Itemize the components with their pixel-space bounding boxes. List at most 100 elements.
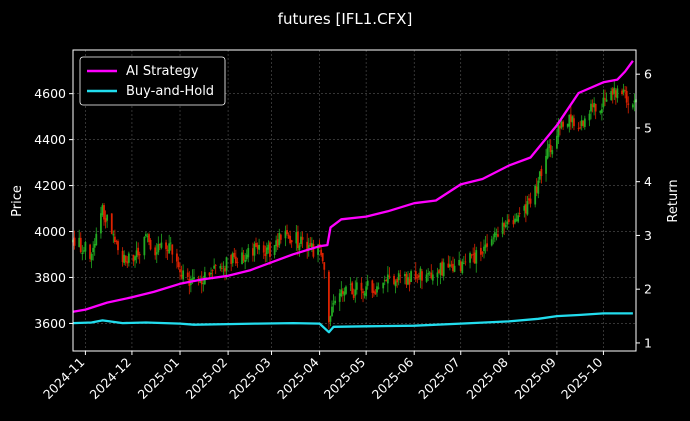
legend-label-buy-and-hold: Buy-and-Hold — [126, 84, 214, 99]
candle-body — [594, 103, 597, 112]
candle-body — [604, 98, 606, 100]
candle-body — [230, 254, 233, 264]
candle-body — [582, 120, 585, 126]
candle-body — [332, 303, 335, 305]
candle-body — [622, 89, 625, 93]
candle-body — [103, 205, 105, 220]
candle-body — [441, 261, 444, 276]
candle-body — [579, 127, 582, 129]
candle-body — [115, 241, 118, 242]
series-lines — [72, 60, 634, 334]
candle-body — [179, 269, 181, 273]
candle-body — [610, 91, 613, 100]
candle-body — [343, 291, 346, 296]
candle-body — [600, 109, 603, 113]
candle-body — [360, 282, 363, 291]
candle-body — [225, 257, 228, 271]
candle-body — [624, 90, 627, 91]
candle-body — [439, 263, 442, 276]
candle-body — [431, 274, 434, 281]
candle-body — [331, 306, 333, 317]
candle-body — [168, 243, 171, 254]
candle-body — [438, 270, 440, 274]
candle-body — [464, 261, 467, 263]
candle-body — [127, 253, 130, 263]
candle-body — [469, 253, 471, 263]
candle-body — [501, 222, 504, 234]
candle-body — [458, 259, 461, 266]
candle-body — [354, 289, 357, 296]
candle-body — [296, 231, 299, 249]
candle-body — [177, 261, 180, 268]
candle-body — [258, 244, 261, 250]
candle-body — [92, 247, 95, 253]
y-right-tick-label: 1 — [644, 335, 652, 350]
plot-frame — [72, 49, 637, 352]
candle-body — [524, 204, 527, 214]
candle-body — [244, 259, 247, 263]
candle-body — [210, 272, 212, 275]
candle-body — [568, 114, 571, 127]
candle-body — [253, 243, 256, 256]
candles — [72, 80, 637, 330]
candle-body — [560, 121, 563, 128]
candle-body — [588, 113, 591, 121]
candle-body — [143, 236, 146, 256]
candle-body — [138, 254, 141, 256]
candle-body — [328, 271, 330, 323]
candle-body — [388, 275, 391, 277]
candle-body — [112, 234, 115, 236]
candle-body — [486, 243, 489, 247]
candle-body — [101, 205, 104, 216]
candle-body — [298, 245, 301, 251]
candle-body — [490, 239, 493, 246]
candle-body — [383, 280, 386, 282]
candle-body — [289, 235, 292, 244]
candle-body — [278, 233, 281, 246]
candle-body — [124, 255, 127, 263]
candle-body — [557, 125, 560, 138]
candle-body — [242, 255, 245, 261]
candle-body — [363, 293, 366, 296]
series-line-buy-and-hold — [72, 312, 633, 334]
candle-body — [492, 237, 495, 239]
candle-body — [276, 239, 279, 248]
candle-body — [171, 244, 174, 255]
y-axis-label-right: Return — [666, 179, 681, 222]
candle-body — [399, 275, 402, 277]
candle-body — [265, 247, 268, 255]
legend-label-ai-strategy: AI Strategy — [126, 64, 199, 79]
candle-body — [425, 274, 428, 282]
candle-body — [78, 237, 81, 247]
candle-body — [545, 155, 547, 174]
series-line-ai-strategy — [72, 60, 634, 313]
candle-body — [256, 245, 259, 249]
candle-body — [275, 240, 278, 246]
candle-body — [284, 230, 287, 239]
candle-body — [571, 116, 574, 123]
candle-body — [349, 283, 352, 285]
candle-body — [306, 241, 309, 250]
candle-body — [241, 252, 243, 265]
candle-body — [222, 266, 225, 268]
candle-body — [117, 241, 119, 251]
candle-body — [546, 147, 549, 159]
candle-body — [180, 274, 183, 277]
candle-body — [549, 145, 552, 153]
candle-body — [447, 263, 450, 268]
candle-body — [362, 291, 364, 294]
y-left-tick-label: 3800 — [34, 270, 66, 285]
candle-body — [157, 244, 160, 253]
candle-body — [523, 205, 526, 211]
candle-body — [214, 265, 217, 266]
candle-body — [182, 270, 185, 280]
candle-body — [621, 90, 623, 95]
candle-body — [113, 236, 116, 243]
candle-body — [526, 201, 529, 215]
candle-body — [123, 254, 126, 264]
candle-body — [393, 275, 395, 285]
candle-body — [365, 286, 368, 297]
candle-body — [548, 144, 551, 148]
y-left-tick-label: 4400 — [34, 132, 66, 147]
candle-body — [273, 245, 276, 256]
